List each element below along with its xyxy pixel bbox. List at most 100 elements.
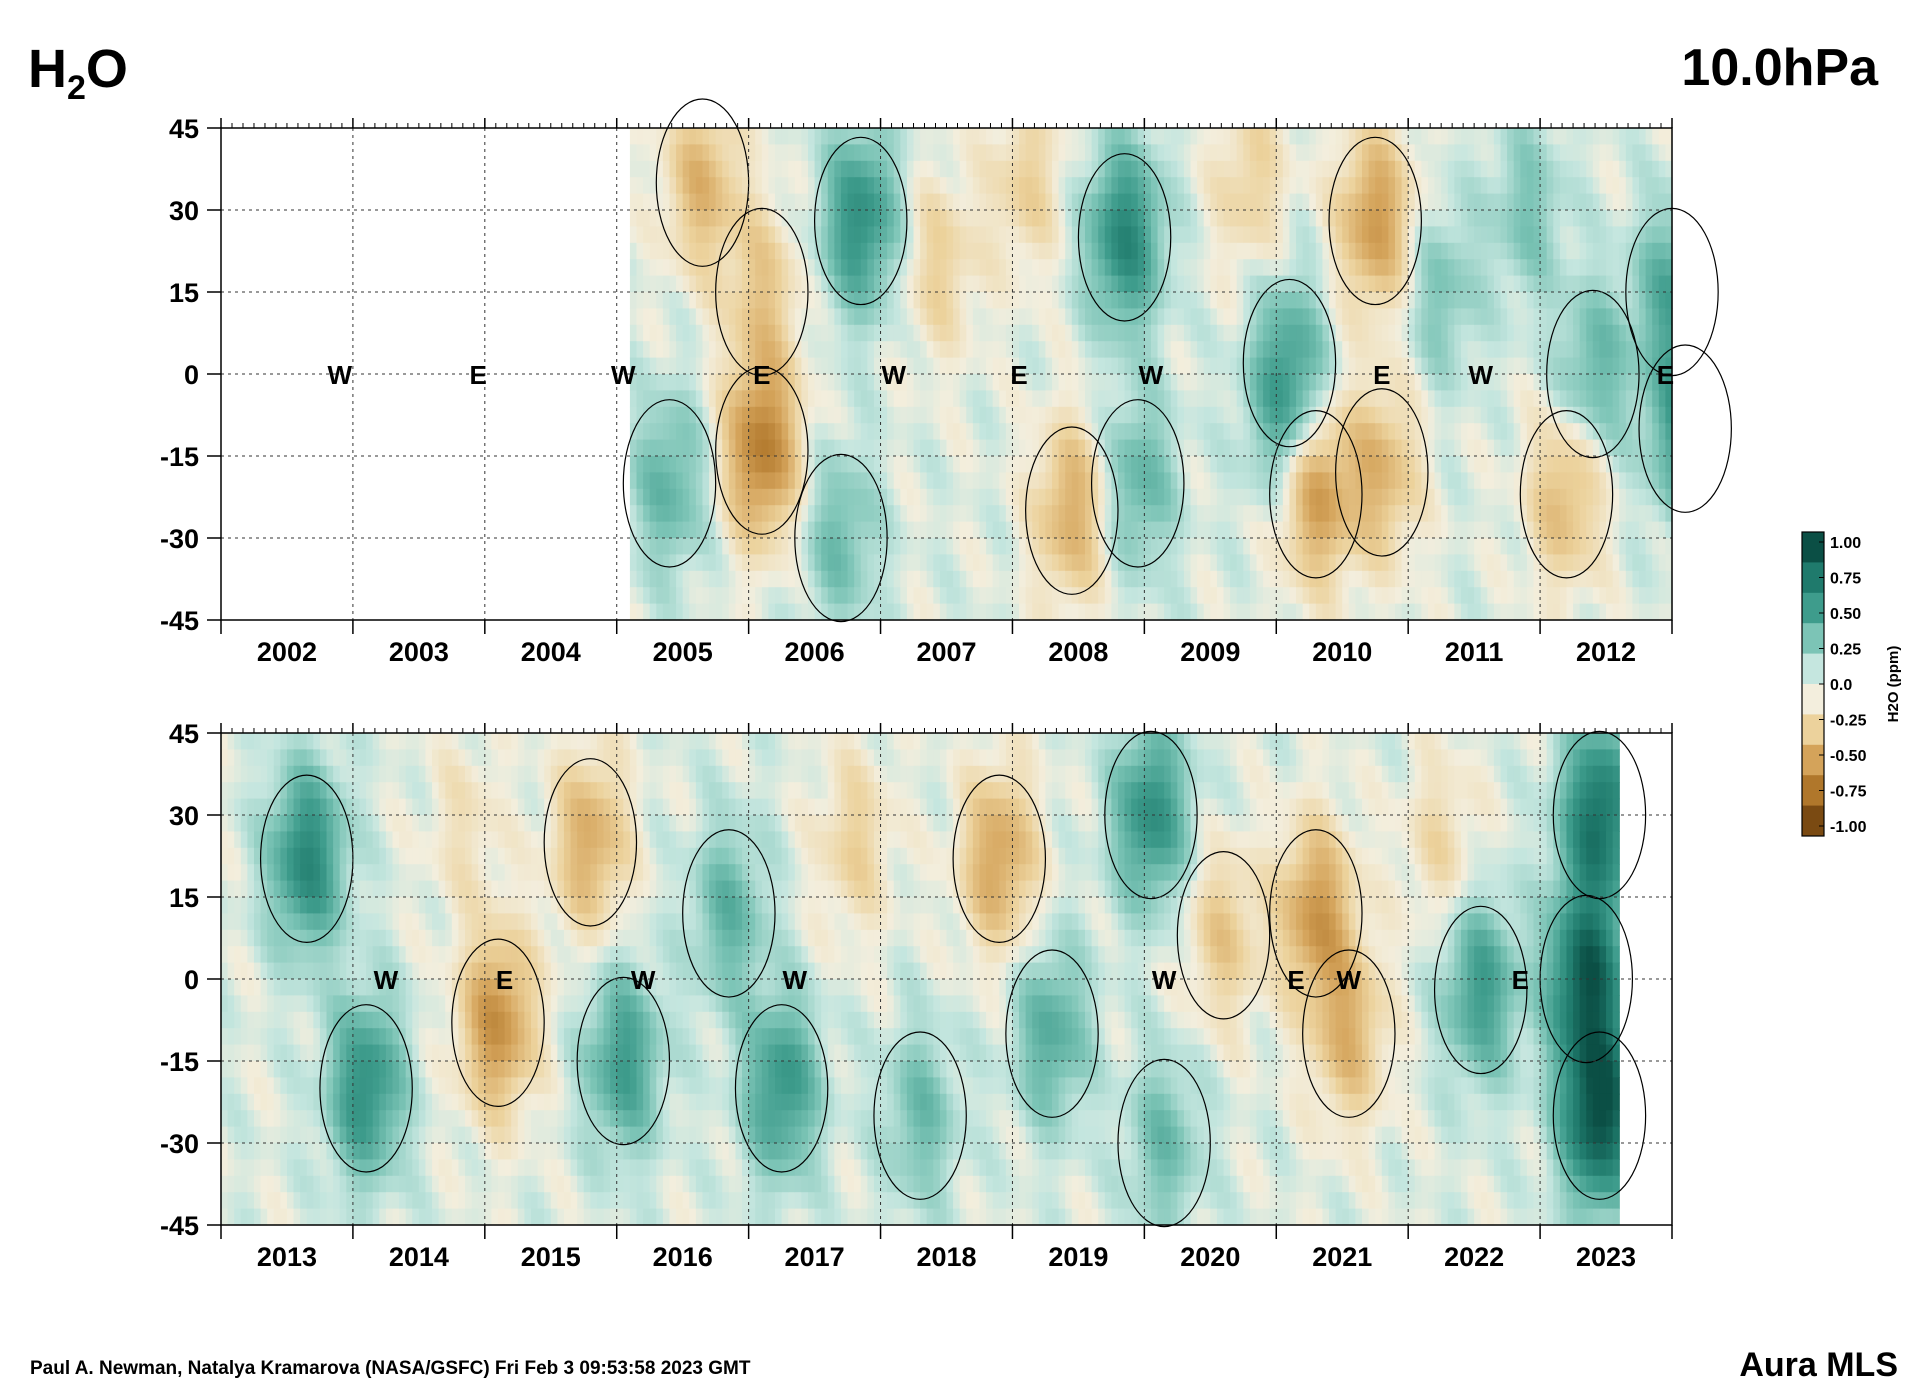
anomaly-cell <box>1652 406 1660 424</box>
anomaly-cell <box>1500 341 1508 359</box>
anomaly-cell <box>1546 226 1554 244</box>
anomaly-cell <box>656 587 664 605</box>
anomaly-cell <box>1513 538 1521 555</box>
anomaly-cell <box>1289 456 1297 473</box>
anomaly-cell <box>867 587 875 605</box>
anomaly-cell <box>1276 521 1284 539</box>
anomaly-cell <box>1302 324 1310 342</box>
anomaly-cell <box>1236 226 1244 244</box>
anomaly-cell <box>920 456 928 473</box>
anomaly-cell <box>827 538 835 555</box>
anomaly-cell <box>715 521 723 539</box>
anomaly-cell <box>689 456 697 473</box>
anomaly-cell <box>1474 374 1482 391</box>
anomaly-cell <box>1203 439 1211 457</box>
anomaly-cell <box>702 259 710 277</box>
anomaly-cell <box>1005 210 1014 227</box>
anomaly-cell <box>808 488 816 506</box>
anomaly-cell <box>735 603 743 621</box>
anomaly-cell <box>1111 160 1119 178</box>
anomaly-cell <box>1645 324 1653 342</box>
anomaly-cell <box>893 144 901 162</box>
anomaly-cell <box>880 570 888 588</box>
anomaly-cell <box>676 570 684 588</box>
anomaly-cell <box>1045 423 1053 441</box>
anomaly-cell <box>781 406 789 424</box>
anomaly-cell <box>1520 554 1528 572</box>
anomaly-cell <box>1071 423 1080 441</box>
anomaly-cell <box>1078 521 1086 539</box>
anomaly-cell <box>1606 406 1614 424</box>
x-tick-label: 2002 <box>257 637 317 667</box>
anomaly-cell <box>676 193 684 211</box>
anomaly-cell <box>1203 242 1211 260</box>
anomaly-cell <box>1144 292 1152 309</box>
anomaly-cell <box>1216 390 1225 408</box>
anomaly-cell <box>1526 144 1535 162</box>
anomaly-cell <box>1421 242 1429 260</box>
anomaly-cell <box>1124 439 1132 457</box>
anomaly-cell <box>847 570 855 588</box>
anomaly-cell <box>656 259 664 277</box>
anomaly-cell <box>775 538 783 555</box>
anomaly-cell <box>768 242 776 260</box>
anomaly-cell <box>1289 603 1297 621</box>
anomaly-cell <box>834 226 842 244</box>
anomaly-cell <box>669 505 677 523</box>
anomaly-cell <box>1025 439 1033 457</box>
anomaly-cell <box>788 488 796 506</box>
anomaly-cell <box>1493 505 1502 523</box>
anomaly-cell <box>1150 554 1159 572</box>
anomaly-cell <box>1474 390 1482 408</box>
anomaly-cell <box>1427 128 1436 145</box>
anomaly-cell <box>1368 521 1376 539</box>
anomaly-cell <box>873 128 882 145</box>
anomaly-cell <box>656 128 664 145</box>
anomaly-cell <box>1625 210 1634 227</box>
anomaly-cell <box>1230 324 1238 342</box>
anomaly-cell <box>629 406 638 424</box>
anomaly-cell <box>1157 341 1165 359</box>
anomaly-cell <box>840 488 849 506</box>
anomaly-cell <box>1434 128 1442 145</box>
anomaly-cell <box>781 587 789 605</box>
anomaly-cell <box>1183 128 1192 145</box>
anomaly-cell <box>808 177 816 195</box>
anomaly-cell <box>1447 570 1455 588</box>
anomaly-cell <box>1441 160 1449 178</box>
anomaly-cell <box>1573 521 1581 539</box>
anomaly-cell <box>1520 292 1528 309</box>
anomaly-cell <box>1117 242 1126 260</box>
anomaly-cell <box>1540 160 1548 178</box>
anomaly-cell <box>1480 472 1488 490</box>
anomaly-cell <box>1362 308 1370 326</box>
anomaly-cell <box>1441 193 1449 211</box>
anomaly-cell <box>1131 259 1139 277</box>
anomaly-cell <box>1447 160 1455 178</box>
anomaly-cell <box>1467 160 1475 178</box>
anomaly-cell <box>946 275 954 293</box>
anomaly-cell <box>715 570 723 588</box>
anomaly-cell <box>755 242 763 260</box>
anomaly-cell <box>946 357 954 375</box>
anomaly-cell <box>972 406 981 424</box>
anomaly-cell <box>1566 406 1574 424</box>
anomaly-cell <box>946 144 954 162</box>
anomaly-cell <box>900 570 908 588</box>
anomaly-cell <box>1065 423 1073 441</box>
anomaly-cell <box>761 374 770 391</box>
anomaly-cell <box>1263 324 1271 342</box>
anomaly-cell <box>1335 472 1343 490</box>
anomaly-cell <box>649 570 657 588</box>
anomaly-cell <box>1071 324 1080 342</box>
anomaly-cell <box>893 538 901 555</box>
anomaly-cell <box>827 259 835 277</box>
anomaly-cell <box>1652 390 1660 408</box>
anomaly-cell <box>1236 160 1244 178</box>
anomaly-cell <box>1085 210 1093 227</box>
anomaly-cell <box>1164 308 1172 326</box>
anomaly-cell <box>1315 144 1324 162</box>
anomaly-cell <box>1296 275 1304 293</box>
anomaly-cell <box>939 587 948 605</box>
anomaly-cell <box>1362 505 1370 523</box>
